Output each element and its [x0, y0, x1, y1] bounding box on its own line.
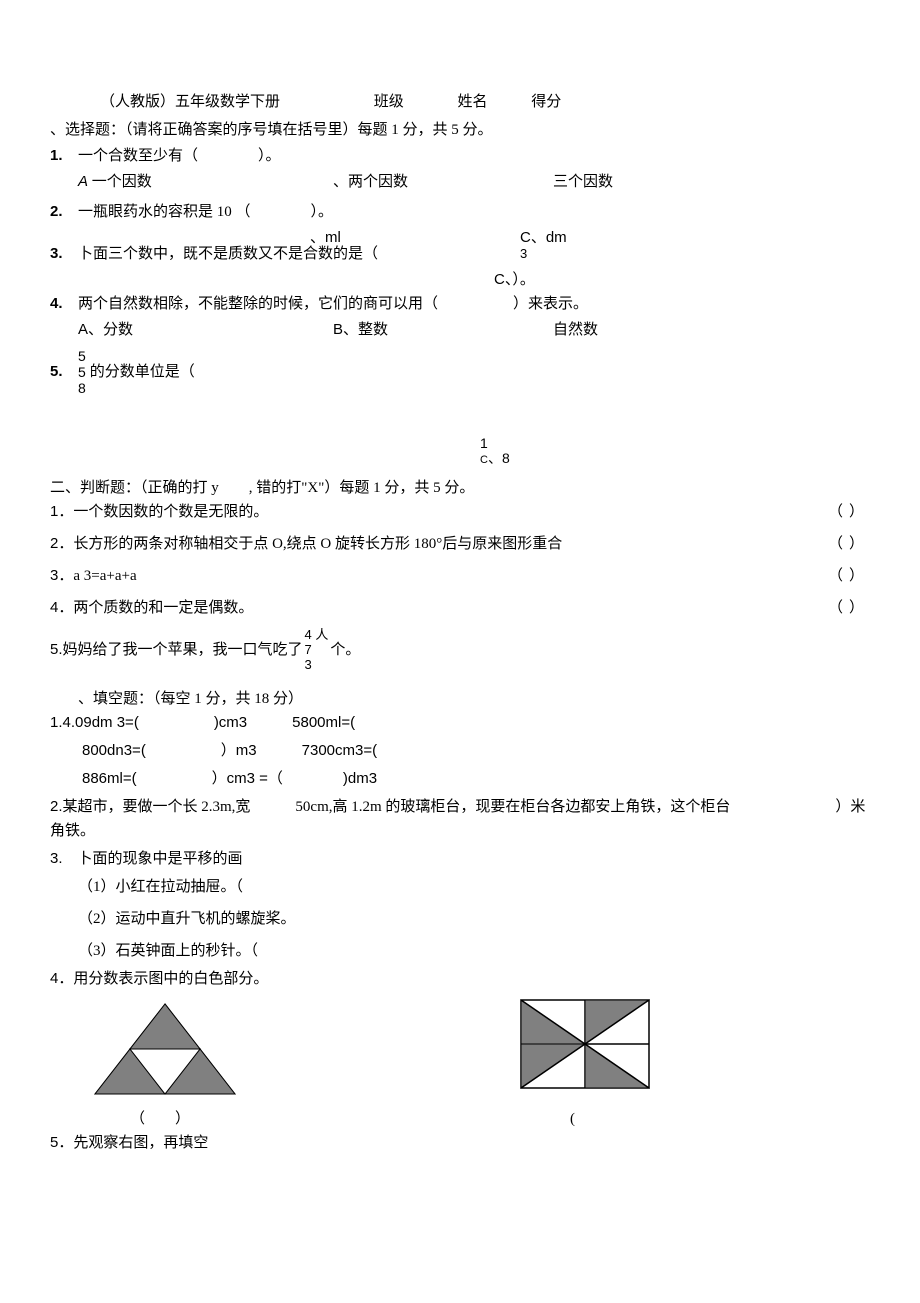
- j4: 4．两个质数的和一定是偶数。 （）: [50, 596, 870, 620]
- j2: 2．长方形的两条对称轴相交于点 O,绕点 O 旋转长方形 180°后与原来图形重…: [50, 532, 870, 556]
- class-label: 班级: [374, 94, 404, 110]
- j1-text: 1．一个数因数的个数是无限的。: [50, 500, 800, 524]
- f1: 1.4.09dm 3=( )cm3 5800ml=(: [50, 711, 870, 735]
- q1-optb: 、两个因数: [333, 170, 553, 194]
- j4-paren: （）: [800, 596, 870, 620]
- j5-num: 5.: [50, 638, 63, 662]
- q4-num: 4.: [50, 292, 78, 316]
- j5-after: 个。: [330, 638, 360, 662]
- q3-num: 3.: [50, 242, 78, 266]
- q1-optc: 三个因数: [553, 170, 870, 194]
- q4-options: A、分数 B、整数 自然数: [78, 318, 870, 342]
- j5: 5. 妈妈给了我一个苹果，我一口气吃了 4 人 7 3 个。: [50, 628, 870, 673]
- f3-3: （3）石英钟面上的秒针。（: [78, 939, 870, 963]
- fig-paren-left: （ ）: [130, 1107, 190, 1131]
- name-label: 姓名: [458, 94, 488, 110]
- f3-1: （1）小红在拉动抽屉。（: [78, 875, 870, 899]
- q1-num: 1.: [50, 144, 78, 168]
- q4-text: 两个自然数相除，不能整除的时候，它们的商可以用（ ）来表示。: [78, 292, 870, 316]
- figures-row: [90, 999, 870, 1099]
- q3-text: 卜面三个数中，既不是质数又不是合数的是（: [78, 242, 870, 266]
- section2-intro: 二、判断题：（正确的打 y , 错的打"X"）每题 1 分，共 5 分。: [50, 476, 870, 500]
- q5-fraction: 5 5 8: [78, 348, 86, 396]
- q4-opta: A、分数: [78, 318, 333, 342]
- q5-text: 的分数单位是（: [90, 360, 195, 384]
- f1c: 886ml=( ）cm3 =（ )dm3: [82, 767, 870, 791]
- section3-intro: 、填空题：（每空 1 分，共 18 分）: [78, 687, 870, 711]
- rectangle-figure: [520, 999, 650, 1089]
- j4-text: 4．两个质数的和一定是偶数。: [50, 596, 800, 620]
- header-row: （人教版）五年级数学下册 班级 姓名 得分: [100, 90, 870, 114]
- j2-text: 2．长方形的两条对称轴相交于点 O,绕点 O 旋转长方形 180°后与原来图形重…: [50, 532, 800, 556]
- q4-optb: B、整数: [333, 318, 553, 342]
- q1: 1. 一个合数至少有（ ）。: [50, 144, 870, 168]
- q5-optc: 1 C、8: [480, 436, 870, 468]
- f3: 3. 卜面的现象中是平移的画: [50, 847, 870, 871]
- q4-optc: 自然数: [553, 318, 870, 342]
- j5-before: 妈妈给了我一个苹果，我一口气吃了: [63, 638, 303, 662]
- j5-fraction: 4 人 7 3: [305, 628, 329, 673]
- q4: 4. 两个自然数相除，不能整除的时候，它们的商可以用（ ）来表示。: [50, 292, 870, 316]
- f4: 4．用分数表示图中的白色部分。: [50, 967, 870, 991]
- score-label: 得分: [531, 94, 561, 110]
- q1-options: A 一个因数 、两个因数 三个因数: [78, 170, 870, 194]
- section1-intro: 、选择题：（请将正确答案的序号填在括号里）每题 1 分，共 5 分。: [50, 118, 870, 142]
- q3: 3. 卜面三个数中，既不是质数又不是合数的是（: [50, 242, 870, 266]
- f5: 5．先观察右图，再填空: [50, 1131, 870, 1155]
- q2-num: 2.: [50, 200, 78, 224]
- j1: 1．一个数因数的个数是无限的。 （）: [50, 500, 870, 524]
- f2: 2.某超市，要做一个长 2.3m,宽 50cm,高 1.2m 的玻璃柜台，现要在…: [50, 795, 870, 843]
- fig-paren-right: (: [570, 1107, 575, 1131]
- j3: 3．a 3=a+a+a （）: [50, 564, 870, 588]
- q1-opta: A 一个因数: [78, 170, 333, 194]
- j3-text: 3．a 3=a+a+a: [50, 564, 800, 588]
- q1-text: 一个合数至少有（ ）。: [78, 144, 870, 168]
- q2-text: 一瓶眼药水的容积是 10 （ ）。: [78, 200, 870, 224]
- f1b: 800dn3=( ）m3 7300cm3=(: [82, 739, 870, 763]
- q2: 2. 一瓶眼药水的容积是 10 （ ）。: [50, 200, 870, 224]
- fig-parens: （ ） (: [50, 1107, 870, 1131]
- j3-paren: （）: [800, 564, 870, 588]
- q5-num: 5.: [50, 360, 78, 384]
- book-title: （人教版）五年级数学下册: [100, 94, 280, 110]
- f3-2: （2）运动中直升飞机的螺旋桨。: [78, 907, 870, 931]
- triangle-figure: [90, 999, 240, 1099]
- j2-paren: （）: [800, 532, 870, 556]
- q5: 5. 5 5 8 的分数单位是（: [50, 348, 870, 396]
- q3-optc: C、）。: [494, 268, 870, 292]
- j1-paren: （）: [800, 500, 870, 524]
